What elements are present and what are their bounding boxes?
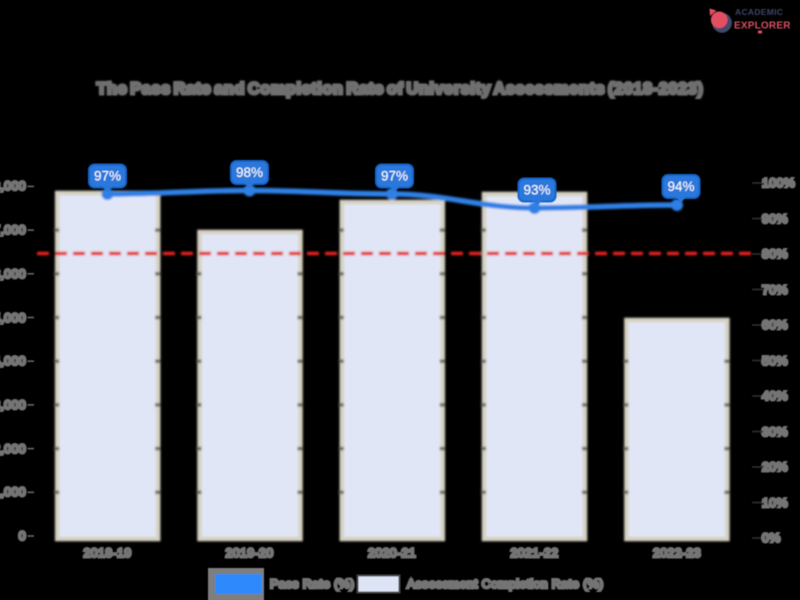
svg-text:98%: 98% [236,165,263,180]
svg-text:97%: 97% [381,169,408,184]
svg-text:93%: 93% [523,183,550,198]
svg-text:97%: 97% [94,169,121,184]
svg-text:EXPLORER: EXPLORER [734,21,791,32]
svg-text:ACADEMIC: ACADEMIC [735,7,783,17]
svg-text:94%: 94% [667,179,694,194]
